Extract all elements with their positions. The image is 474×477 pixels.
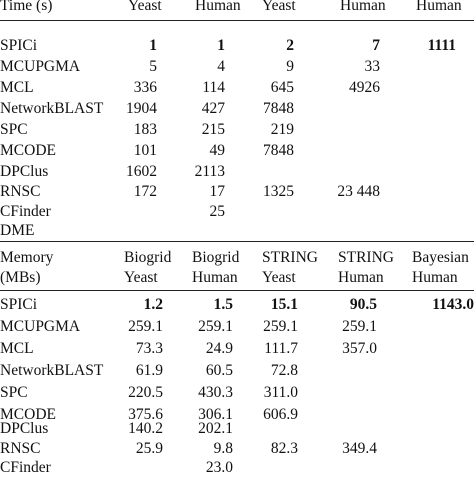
method-label: SPC — [0, 121, 28, 138]
memory-header-cell: Biogrid — [192, 249, 240, 266]
memory-header-cell: Human — [412, 269, 458, 286]
time-value: 7 — [372, 37, 380, 54]
memory-value: 1.5 — [213, 296, 233, 313]
memory-value: 259.1 — [128, 318, 163, 335]
memory-value: 430.3 — [198, 384, 233, 401]
method-label: RNSC — [0, 440, 41, 457]
time-value: 1602 — [126, 163, 157, 180]
method-label: MCUPGMA — [0, 58, 81, 75]
method-label: MCL — [0, 79, 34, 96]
memory-value: 90.5 — [349, 296, 377, 313]
memory-value: 375.6 — [128, 406, 163, 423]
time-header-cell: Human — [340, 0, 386, 14]
memory-value: 111.7 — [264, 340, 298, 357]
time-value: 2113 — [194, 163, 225, 180]
memory-value: 357.0 — [342, 340, 377, 357]
memory-value: 25.9 — [135, 440, 163, 457]
memory-value: 306.1 — [198, 406, 233, 423]
time-value: 1325 — [263, 183, 294, 200]
time-value: 219 — [270, 121, 294, 138]
header-rule — [0, 290, 474, 291]
memory-header-cell: (MBs) — [0, 269, 41, 286]
memory-value: 311.0 — [263, 384, 298, 401]
memory-header-cell: STRING — [338, 249, 394, 266]
time-value: 1111 — [427, 37, 456, 54]
time-value: 5 — [149, 58, 157, 75]
time-value: 114 — [202, 79, 225, 96]
memory-value: 349.4 — [342, 440, 377, 457]
memory-value: 82.3 — [270, 440, 298, 457]
memory-value: 202.1 — [198, 420, 233, 437]
time-value: 1 — [217, 37, 225, 54]
memory-header-cell: Memory — [0, 249, 54, 266]
method-label: CFinder — [0, 203, 51, 220]
method-label: MCODE — [0, 142, 56, 159]
time-header-cell: Human — [416, 0, 462, 14]
method-label: DPClus — [0, 163, 49, 180]
time-value: 9 — [286, 58, 294, 75]
memory-header-cell: STRING — [262, 249, 318, 266]
method-label: DPClus — [0, 420, 49, 437]
time-value: 25 — [209, 203, 226, 220]
memory-header-cell: Yeast — [124, 269, 158, 286]
memory-value: 140.2 — [128, 420, 163, 437]
method-label: MCODE — [0, 406, 56, 423]
time-header-cell: Human — [195, 0, 241, 14]
memory-value: 15.1 — [270, 296, 298, 313]
time-value: 1904 — [126, 100, 157, 117]
method-label: SPICi — [0, 37, 38, 54]
memory-value: 1.2 — [143, 296, 163, 313]
header-rule — [0, 20, 474, 21]
memory-value: 23.0 — [205, 459, 233, 476]
time-value: 23 448 — [337, 183, 380, 200]
time-value: 183 — [133, 121, 157, 138]
memory-value: 259.1 — [263, 318, 298, 335]
section-rule — [0, 241, 474, 242]
memory-value: 73.3 — [135, 340, 163, 357]
method-label: RNSC — [0, 183, 41, 200]
method-label: NetworkBLAST — [0, 100, 104, 117]
method-label: MCUPGMA — [0, 318, 81, 335]
time-value: 17 — [209, 183, 226, 200]
method-label: MCL — [0, 340, 34, 357]
time-value: 1 — [149, 37, 157, 54]
time-value: 101 — [133, 142, 157, 159]
time-value: 2 — [286, 37, 294, 54]
method-label: NetworkBLAST — [0, 362, 104, 379]
memory-value: 259.1 — [342, 318, 377, 335]
time-value: 7848 — [263, 142, 294, 159]
time-header-cell: Yeast — [262, 0, 296, 14]
method-label: CFinder — [0, 459, 51, 476]
memory-value: 61.9 — [135, 362, 163, 379]
memory-header-cell: Human — [338, 269, 384, 286]
time-value: 4926 — [349, 79, 380, 96]
memory-value: 259.1 — [198, 318, 233, 335]
time-value: 172 — [133, 183, 157, 200]
memory-value: 24.9 — [205, 340, 233, 357]
memory-value: 60.5 — [205, 362, 233, 379]
time-value: 215 — [201, 121, 225, 138]
time-header-cell: Yeast — [128, 0, 162, 14]
memory-header-cell: Human — [192, 269, 238, 286]
memory-header-cell: Bayesian — [412, 249, 469, 266]
time-value: 427 — [201, 100, 225, 117]
time-header-label: Time (s) — [0, 0, 53, 14]
time-value: 49 — [209, 142, 226, 159]
memory-value: 220.5 — [128, 384, 163, 401]
time-value: 33 — [364, 58, 381, 75]
memory-header-cell: Yeast — [262, 269, 296, 286]
time-value: 4 — [217, 58, 225, 75]
memory-value: 9.8 — [213, 440, 233, 457]
memory-value: 72.8 — [270, 362, 298, 379]
time-value: 7848 — [263, 100, 294, 117]
memory-value: 606.9 — [263, 406, 298, 423]
method-label: SPICi — [0, 296, 38, 313]
memory-header-cell: Biogrid — [124, 249, 172, 266]
method-label: DME — [0, 222, 35, 239]
time-value: 645 — [270, 79, 294, 96]
time-value: 336 — [133, 79, 157, 96]
method-label: SPC — [0, 384, 28, 401]
memory-value: 1143.0 — [432, 296, 474, 313]
